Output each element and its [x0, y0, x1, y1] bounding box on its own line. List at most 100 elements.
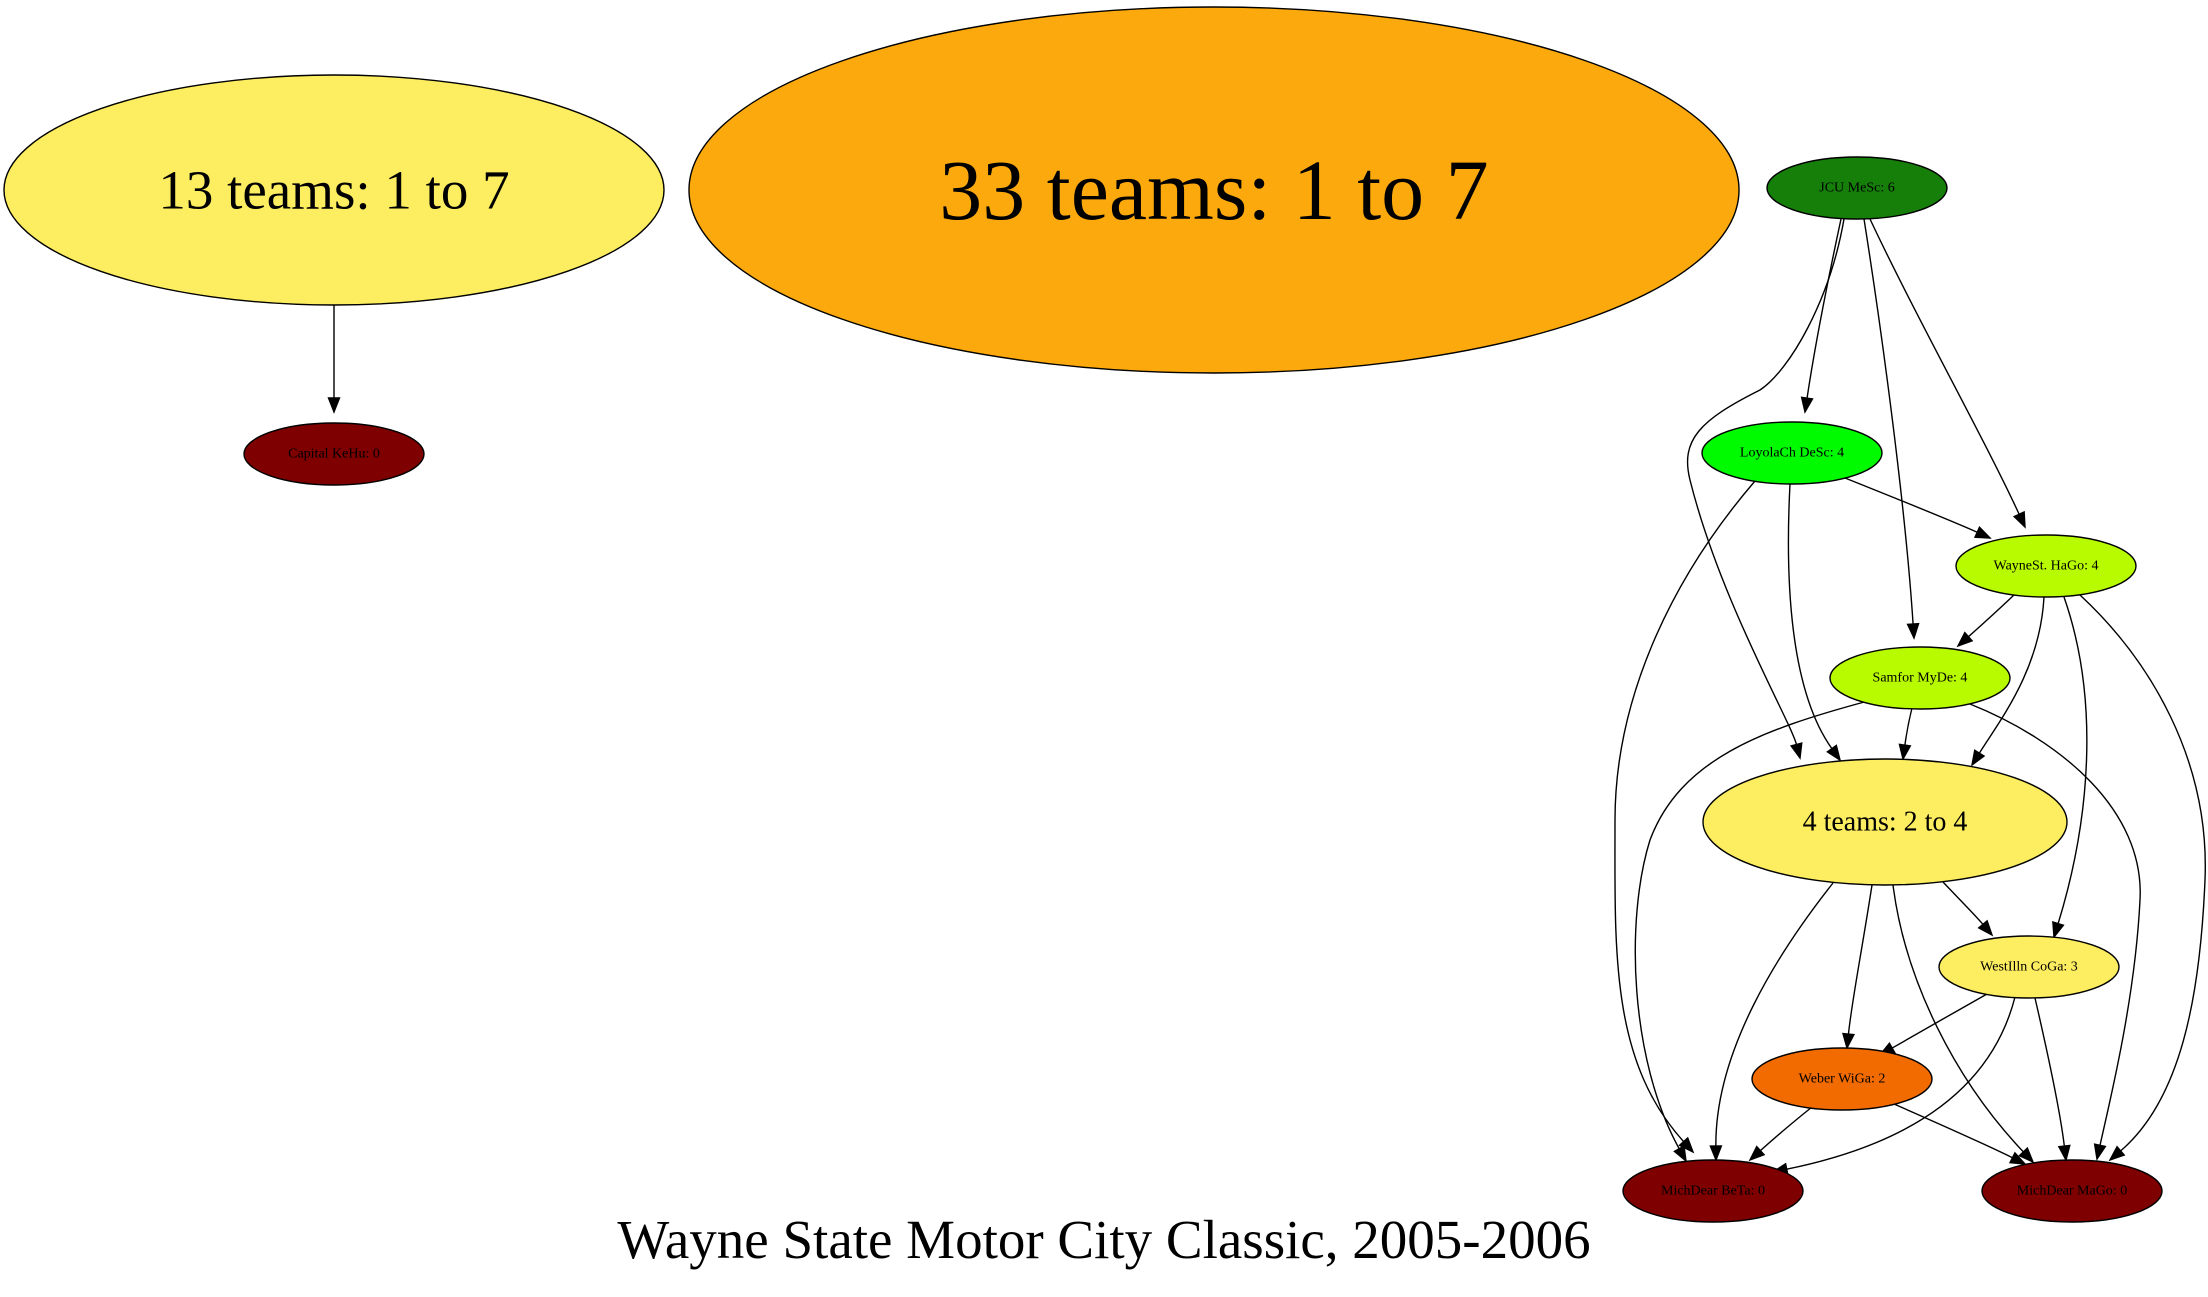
- node-jcu: JCU MeSc: 6: [1766, 156, 1948, 220]
- arrowhead-icon: [1970, 749, 1986, 767]
- edge-line: [1891, 993, 1988, 1049]
- node-loy: LoyolaCh DeSc: 4: [1701, 421, 1883, 485]
- nodes-layer: 13 teams: 1 to 7 33 teams: 1 to 7 JCU MeSc…: [3, 6, 2163, 1223]
- edge-web-to-mma: [1893, 1103, 2027, 1165]
- node-label: 13 teams: 1 to 7: [158, 160, 509, 221]
- edge-wes-to-mma: [2034, 997, 2071, 1162]
- node-label: WestIlln CoGa: 3: [1980, 960, 2078, 975]
- edge-line: [1614, 480, 1756, 1143]
- arrowhead-icon: [1898, 743, 1912, 761]
- edge-line: [1759, 1106, 1813, 1152]
- node-ellipse: [1701, 421, 1883, 485]
- arrowhead-icon: [1748, 1145, 1766, 1162]
- edge-jcu-to-way: [1869, 218, 2026, 529]
- graph-title: Wayne State Motor City Classic, 2005-200…: [617, 1209, 1590, 1270]
- node-label: JCU MeSc: 6: [1819, 181, 1894, 196]
- arrowhead-icon: [1977, 919, 1994, 937]
- arrowhead-icon: [1789, 742, 1803, 760]
- edge-web-to-mbe: [1748, 1106, 1813, 1162]
- edge-g4-to-mma: [1892, 884, 2035, 1164]
- node-web: Weber WiGa: 2: [1751, 1047, 1933, 1111]
- edge-g4-to-web: [1842, 884, 1873, 1050]
- arrowhead-icon: [1800, 396, 1814, 414]
- arrowhead-icon: [2008, 1151, 2027, 1165]
- node-ellipse: [1751, 1047, 1933, 1111]
- node-ellipse: [1981, 1159, 2163, 1223]
- arrowhead-icon: [2052, 921, 2065, 939]
- edge-loy-to-g4: [1787, 483, 1842, 762]
- arrowhead-icon: [2093, 1143, 2107, 1161]
- edge-g4-to-mbe: [1709, 882, 1834, 1162]
- arrowhead-icon: [2057, 1144, 2071, 1162]
- edge-line: [1844, 477, 1978, 533]
- edge-way-to-mma: [2079, 594, 2206, 1162]
- arrowhead-icon: [1906, 622, 1920, 640]
- edge-jcu-to-g4: [1686, 218, 1845, 760]
- edge-line: [1893, 1103, 2013, 1159]
- edge-line: [2034, 997, 2066, 1147]
- edge-line: [1686, 218, 1845, 745]
- node-label: Weber WiGa: 2: [1799, 1072, 1886, 1087]
- node-ellipse: [1955, 534, 2137, 598]
- edge-line: [1978, 596, 2045, 754]
- arrowhead-icon: [1673, 1144, 1687, 1163]
- arrowhead-icon: [1709, 1145, 1723, 1162]
- node-label: 4 teams: 2 to 4: [1803, 807, 1968, 838]
- arrowhead-icon: [327, 397, 341, 414]
- edge-line: [1904, 707, 1913, 746]
- node-ellipse: [3, 74, 665, 306]
- node-cap: Capital KeHu: 0: [243, 422, 425, 486]
- node-label: MichDear MaGo: 0: [2017, 1184, 2127, 1199]
- edge-jcu-to-loy: [1800, 218, 1842, 414]
- node-sam: Samfor MyDe: 4: [1829, 646, 2011, 710]
- node-ellipse: [1766, 156, 1948, 220]
- edge-line: [2057, 596, 2088, 924]
- arrowhead-icon: [2012, 510, 2026, 529]
- node-ellipse: [1938, 935, 2120, 999]
- node-way: WayneSt. HaGo: 4: [1955, 534, 2137, 598]
- node-g4: 4 teams: 2 to 4: [1702, 758, 2068, 886]
- arrowhead-icon: [2108, 1145, 2126, 1162]
- edge-loy-to-mbe: [1614, 480, 1756, 1154]
- edge-line: [1942, 881, 1984, 925]
- edge-wes-to-web: [1878, 993, 1988, 1056]
- arrowhead-icon: [1826, 744, 1842, 762]
- node-mbe: MichDear BeTa: 0: [1622, 1159, 1804, 1223]
- arrowhead-icon: [1956, 631, 1974, 648]
- edge-line: [1806, 218, 1842, 399]
- node-ellipse: [1829, 646, 2011, 710]
- node-label: Capital KeHu: 0: [288, 447, 380, 462]
- node-ellipse: [1622, 1159, 1804, 1223]
- node-ellipse: [688, 6, 1740, 374]
- node-label: MichDear BeTa: 0: [1661, 1184, 1765, 1199]
- edge-line: [1869, 218, 2020, 515]
- node-g33: 33 teams: 1 to 7: [688, 6, 1740, 374]
- edge-jcu-to-sam: [1863, 218, 1920, 640]
- node-mma: MichDear MaGo: 0: [1981, 1159, 2163, 1223]
- edge-g13-to-cap: [327, 305, 341, 414]
- edge-loy-to-way: [1844, 477, 1992, 539]
- edge-line: [1786, 996, 2016, 1170]
- arrowhead-icon: [1973, 526, 1992, 539]
- edge-sam-to-g4: [1898, 707, 1913, 761]
- edge-line: [1634, 700, 1869, 1150]
- node-label: 33 teams: 1 to 7: [939, 142, 1488, 238]
- edge-line: [1787, 483, 1833, 750]
- arrowhead-icon: [2018, 1146, 2035, 1164]
- edge-line: [1863, 218, 1914, 625]
- edges-layer: [327, 218, 2206, 1176]
- node-label: Samfor MyDe: 4: [1873, 671, 1968, 686]
- arrowhead-icon: [1678, 1136, 1695, 1154]
- node-label: WayneSt. HaGo: 4: [1993, 559, 2098, 574]
- node-label: LoyolaCh DeSc: 4: [1740, 446, 1844, 461]
- node-ellipse: [243, 422, 425, 486]
- edge-way-to-sam: [1956, 594, 2015, 648]
- edge-line: [1967, 594, 2015, 638]
- node-ellipse: [1702, 758, 2068, 886]
- edge-line: [2079, 594, 2206, 1152]
- edge-line: [1715, 882, 1834, 1147]
- arrowhead-icon: [1842, 1032, 1856, 1050]
- edge-way-to-g4: [1970, 596, 2045, 767]
- edge-line: [1969, 703, 2141, 1146]
